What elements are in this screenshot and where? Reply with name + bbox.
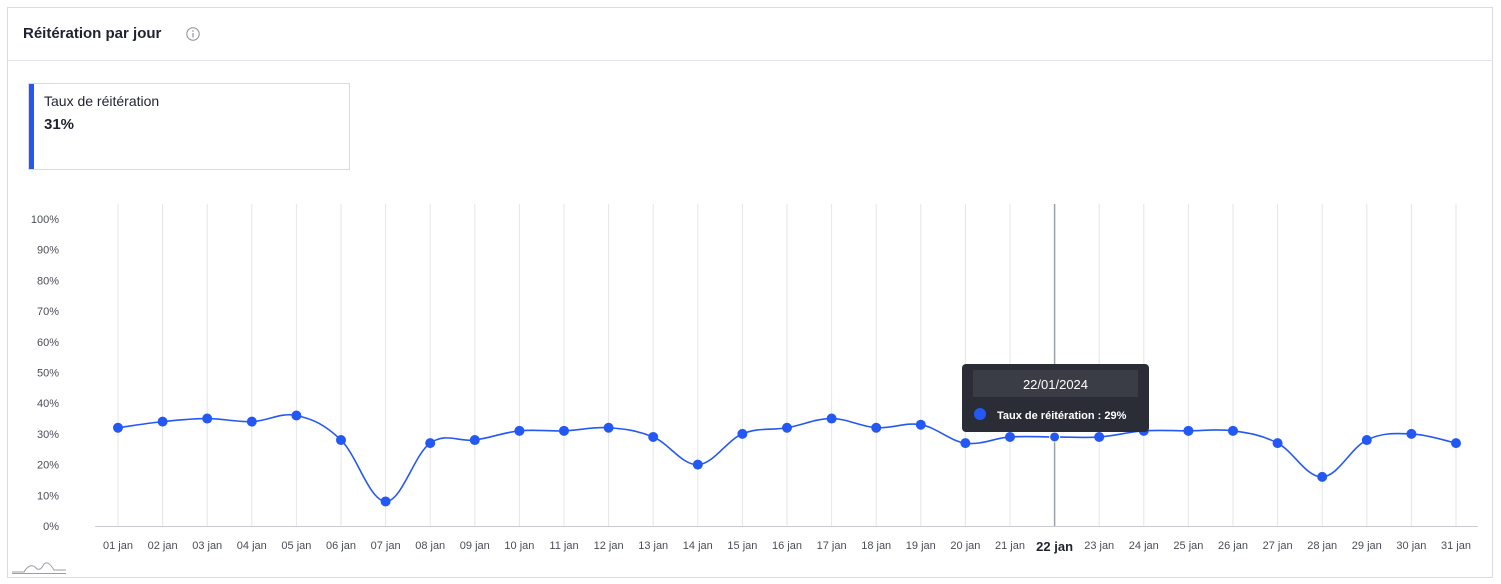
data-point[interactable] [1005,431,1015,442]
kpi-label: Taux de réitération [44,93,160,109]
tooltip-date: 22/01/2024 [1023,377,1088,392]
data-point[interactable] [1228,425,1238,436]
chart-card: Réitération par jour Taux de réitération… [7,7,1493,578]
data-point[interactable] [603,422,614,433]
x-tick-label: 31 jan [1441,540,1471,552]
data-point[interactable] [1049,431,1061,443]
data-point[interactable] [1361,435,1372,446]
data-point[interactable] [915,419,926,430]
data-point[interactable] [469,435,480,446]
x-tick-label: 08 jan [415,540,445,552]
data-point[interactable] [782,422,792,433]
data-point[interactable] [737,428,748,439]
card-header: Réitération par jour [8,8,1492,61]
y-tick-label: 40% [37,398,59,410]
x-tick-label: 11 jan [549,540,578,552]
data-point[interactable] [514,425,525,436]
data-point[interactable] [113,422,123,433]
y-tick-label: 80% [37,275,59,287]
x-tick-label: 29 jan [1352,540,1382,552]
x-tick-label: 14 jan [683,540,713,552]
x-tick-label: 27 jan [1263,540,1293,552]
data-point[interactable] [826,413,837,424]
data-point[interactable] [1183,425,1194,436]
data-point[interactable] [1094,431,1105,442]
data-point[interactable] [1317,471,1328,482]
x-tick-label: 04 jan [237,540,267,552]
x-tick-label: 03 jan [192,540,222,552]
card-title: Réitération par jour [23,25,162,42]
x-tick-label: 09 jan [460,540,490,552]
x-tick-label: 01 jan [103,540,133,552]
x-tick-label: 24 jan [1129,540,1159,552]
x-tick-label: 07 jan [371,540,401,552]
x-tick-label: 19 jan [906,540,936,552]
x-tick-label: 21 jan [995,540,1025,552]
data-point[interactable] [1451,438,1461,449]
info-icon[interactable] [186,27,200,41]
data-point[interactable] [1406,428,1417,439]
x-tick-label: 13 jan [638,540,668,552]
y-tick-label: 20% [37,460,59,472]
x-tick-label: 18 jan [861,540,891,552]
data-point[interactable] [157,416,168,427]
y-tick-label: 0% [43,521,59,533]
data-point[interactable] [648,431,659,442]
data-point[interactable] [336,435,346,446]
data-point[interactable] [960,438,971,449]
y-tick-label: 30% [37,429,59,441]
data-point[interactable] [246,416,257,427]
data-point[interactable] [871,422,882,433]
data-point[interactable] [202,413,213,424]
tooltip-series-marker [974,408,986,420]
tooltip-header-bg [973,370,1138,397]
x-tick-label: 12 jan [594,540,624,552]
x-tick-label: 16 jan [772,540,802,552]
kpi-accent-bar [29,84,34,169]
x-tick-label: 17 jan [817,540,847,552]
x-tick-label: 05 jan [281,540,311,552]
data-point[interactable] [559,425,569,436]
x-tick-label: 02 jan [148,540,178,552]
data-point[interactable] [425,438,436,449]
y-tick-label: 10% [37,490,59,502]
kpi-card[interactable]: Taux de réitération 31% [28,83,350,170]
x-tick-label: 25 jan [1173,540,1203,552]
x-tick-label: 15 jan [727,540,757,552]
x-tick-label: 22 jan [1036,539,1073,554]
data-point[interactable] [1272,438,1283,449]
y-tick-label: 70% [37,306,59,318]
tooltip-series-label: Taux de réitération : 29% [997,410,1127,422]
x-tick-label: 10 jan [504,540,534,552]
x-tick-label: 06 jan [326,540,356,552]
data-point[interactable] [380,496,391,507]
kpi-value: 31% [44,116,75,133]
y-tick-label: 60% [37,337,59,349]
x-tick-label: 26 jan [1218,540,1248,552]
x-tick-label: 30 jan [1396,540,1426,552]
y-tick-label: 50% [37,368,59,380]
x-tick-label: 20 jan [950,540,980,552]
y-tick-label: 90% [37,245,59,257]
chart-thumbnail-icon [12,562,66,574]
x-tick-label: 28 jan [1307,540,1337,552]
data-point[interactable] [692,459,703,470]
x-tick-label: 23 jan [1084,540,1114,552]
y-tick-label: 100% [31,214,59,226]
data-point[interactable] [291,410,302,421]
